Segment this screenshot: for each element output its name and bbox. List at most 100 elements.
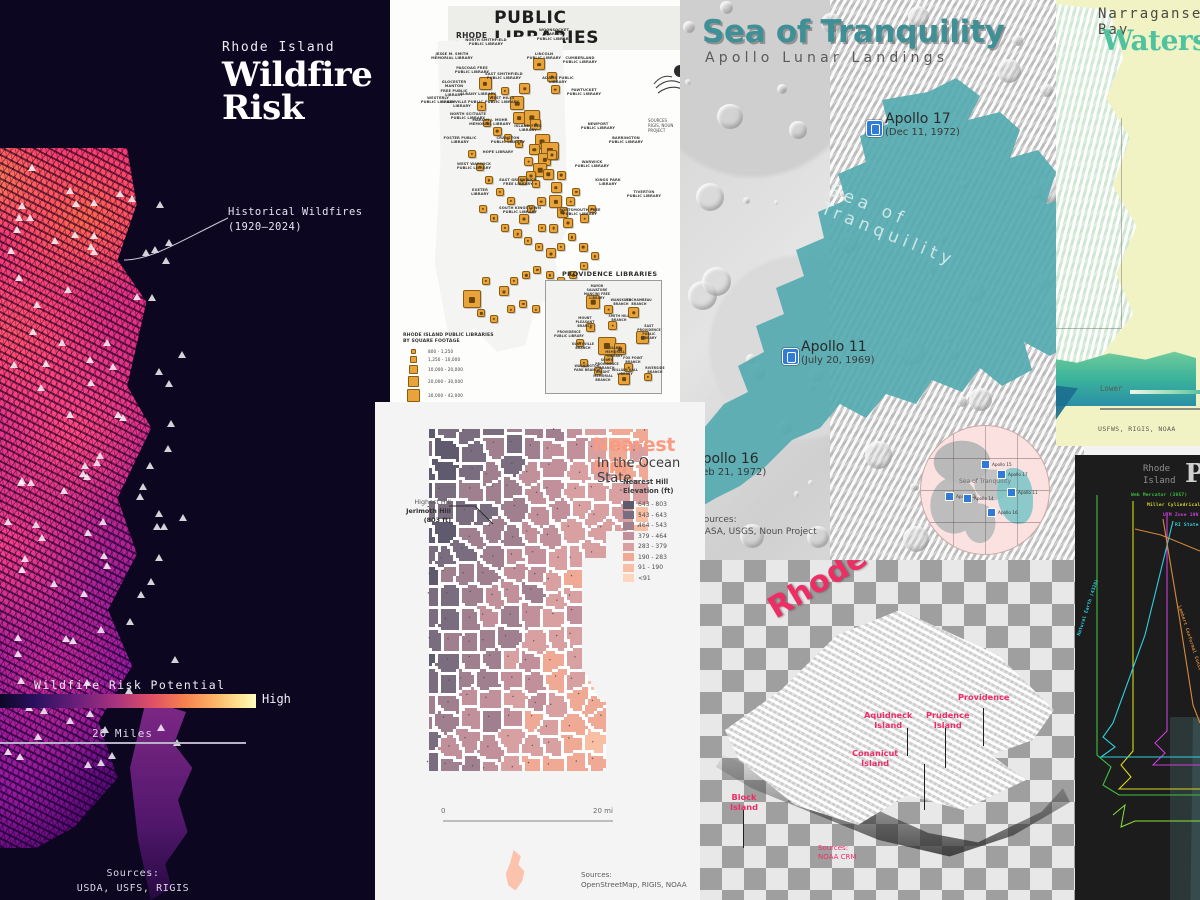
- library-pin-icon[interactable]: [467, 149, 476, 158]
- library-pin-icon[interactable]: [514, 140, 523, 149]
- library-pin-icon[interactable]: [495, 187, 504, 196]
- library-pin-icon[interactable]: [533, 265, 542, 274]
- library-pin-icon[interactable]: [524, 237, 533, 245]
- library-pin-icon[interactable]: [536, 197, 546, 207]
- library-pin-icon[interactable]: [510, 276, 518, 285]
- library-pin-icon[interactable]: [608, 321, 617, 330]
- providence-library-label: MAYOR SALVATORE MANCINI FREE LIBRARY: [583, 284, 611, 300]
- library-pin-icon[interactable]: [488, 92, 497, 101]
- library-pin-icon[interactable]: [567, 233, 576, 242]
- library-pin-icon[interactable]: [586, 323, 595, 332]
- library-pin-icon[interactable]: [545, 248, 556, 259]
- library-pin-icon[interactable]: [519, 83, 531, 95]
- ri3d-sources-line1: Sources:: [818, 844, 849, 852]
- library-pin-icon[interactable]: [534, 242, 543, 251]
- library-pin-icon[interactable]: [519, 214, 530, 225]
- library-pin-icon[interactable]: [510, 96, 524, 111]
- library-pin-icon[interactable]: [503, 134, 512, 143]
- library-pin-icon[interactable]: [591, 252, 600, 261]
- library-pin-icon[interactable]: [569, 271, 578, 280]
- globe-apollo-label: Apollo 15: [992, 462, 1012, 467]
- library-pin-icon[interactable]: [513, 229, 523, 239]
- library-pin-icon[interactable]: [644, 373, 652, 381]
- nearest-hill-legend-label: 543 - 643: [638, 511, 667, 519]
- library-pin-icon[interactable]: [604, 355, 613, 364]
- library-pin-icon[interactable]: [531, 305, 540, 314]
- library-pin-icon[interactable]: [572, 187, 581, 196]
- library-pin-icon[interactable]: [578, 242, 588, 252]
- library-pin-icon[interactable]: [506, 197, 515, 206]
- lunar-crater: [684, 78, 691, 86]
- library-pin-icon[interactable]: [500, 86, 509, 95]
- library-pin-icon[interactable]: [533, 58, 546, 71]
- wildfire-marker-triangle-icon: [127, 195, 136, 203]
- library-pin-icon[interactable]: [517, 176, 527, 186]
- library-pin-icon[interactable]: [566, 197, 576, 207]
- library-pin-icon[interactable]: [500, 223, 509, 232]
- library-pin-icon[interactable]: [628, 307, 639, 318]
- library-pin-icon[interactable]: [618, 373, 630, 385]
- ri3d-label-line: Aquidneck: [864, 710, 913, 720]
- library-pin-icon[interactable]: [489, 214, 498, 223]
- library-pin-icon[interactable]: [528, 143, 540, 155]
- library-pin-icon[interactable]: [580, 359, 588, 367]
- library-pin-icon[interactable]: [542, 168, 554, 180]
- library-pin-icon[interactable]: [636, 331, 649, 344]
- library-pin-icon[interactable]: [624, 363, 633, 372]
- library-pin-icon[interactable]: [506, 305, 515, 314]
- library-pin-icon[interactable]: [604, 305, 613, 314]
- apollo-11-marker[interactable]: Apollo 11 (July 20, 1969): [782, 339, 875, 366]
- library-pin-icon[interactable]: [550, 181, 562, 193]
- library-pin-icon[interactable]: [547, 149, 558, 160]
- library-pin-icon[interactable]: [481, 276, 490, 285]
- library-pin-icon[interactable]: [492, 126, 502, 136]
- library-pin-icon[interactable]: [477, 309, 486, 318]
- library-pin-icon[interactable]: [524, 157, 534, 167]
- library-pin-icon[interactable]: [531, 180, 540, 188]
- libraries-legend-row: 10,000 - 20,000: [403, 364, 494, 375]
- library-pin-icon[interactable]: [549, 223, 558, 233]
- library-pin-icon[interactable]: [478, 204, 487, 213]
- library-pin-icon[interactable]: [485, 176, 494, 185]
- library-pin-icon[interactable]: [576, 339, 584, 347]
- library-pin-icon[interactable]: [477, 102, 487, 112]
- lunar-crater: [748, 362, 766, 380]
- wildfire-marker-triangle-icon: [89, 198, 98, 206]
- nearest-hill-legend-label: 464 - 543: [638, 522, 667, 530]
- library-pin-icon[interactable]: [519, 299, 528, 308]
- wildfire-marker-triangle-icon: [28, 164, 37, 172]
- library-pin-icon[interactable]: [478, 77, 492, 91]
- library-pin-icon[interactable]: [463, 290, 482, 309]
- library-pin-icon[interactable]: [475, 162, 484, 171]
- library-pin-icon[interactable]: [527, 204, 536, 213]
- library-pin-icon[interactable]: [545, 271, 554, 280]
- library-pin-icon[interactable]: [499, 286, 510, 297]
- library-pin-icon[interactable]: [556, 170, 566, 180]
- library-label: PORTSMOUTH FREE PUBLIC LIBRARY: [559, 208, 601, 217]
- library-pin-icon[interactable]: [556, 242, 565, 251]
- library-pin-icon[interactable]: [549, 195, 562, 209]
- library-pin-icon[interactable]: [614, 343, 626, 355]
- wildfire-marker-triangle-icon: [34, 732, 43, 740]
- library-pin-icon[interactable]: [556, 206, 568, 218]
- library-pin-icon[interactable]: [563, 218, 574, 228]
- wildfire-marker-triangle-icon: [42, 359, 51, 367]
- library-pin-icon[interactable]: [586, 295, 600, 309]
- library-pin-icon[interactable]: [489, 314, 498, 323]
- library-pin-icon[interactable]: [550, 85, 560, 94]
- lunar-crater: [927, 263, 937, 273]
- lunar-crater: [1011, 35, 1024, 47]
- wildfire-legend-title: Wildfire Risk Potential: [34, 678, 226, 692]
- wildfire-marker-triangle-icon: [150, 246, 159, 254]
- library-pin-icon[interactable]: [538, 223, 547, 232]
- library-pin-icon[interactable]: [483, 119, 492, 128]
- library-pin-icon[interactable]: [530, 119, 542, 131]
- library-pin-icon[interactable]: [588, 204, 596, 213]
- apollo-17-marker[interactable]: Apollo 17 (Dec 11, 1972): [866, 111, 960, 138]
- library-pin-icon[interactable]: [547, 71, 558, 82]
- library-pin-icon[interactable]: [522, 271, 531, 280]
- library-pin-icon[interactable]: [580, 214, 590, 224]
- library-pin-icon[interactable]: [580, 261, 589, 270]
- providence-library-label: OLNEYVILLE BRANCH: [571, 342, 595, 350]
- library-pin-icon[interactable]: [594, 367, 602, 375]
